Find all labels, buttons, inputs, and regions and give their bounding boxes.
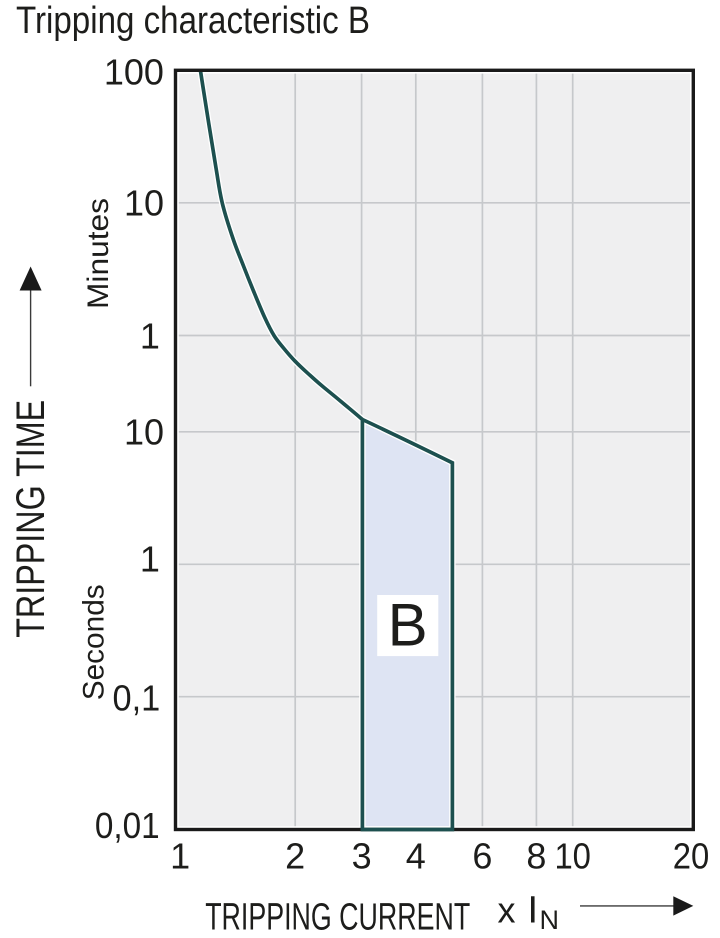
svg-text:1: 1 bbox=[140, 316, 160, 357]
svg-text:10: 10 bbox=[554, 835, 591, 876]
svg-text:100: 100 bbox=[104, 52, 164, 93]
svg-text:Seconds: Seconds bbox=[78, 584, 111, 700]
svg-text:I: I bbox=[528, 890, 539, 932]
svg-text:6: 6 bbox=[472, 835, 492, 876]
svg-text:3: 3 bbox=[352, 835, 372, 876]
svg-text:Tripping characteristic B: Tripping characteristic B bbox=[16, 0, 370, 42]
svg-text:TRIPPING TIME: TRIPPING TIME bbox=[9, 400, 53, 638]
svg-text:2: 2 bbox=[285, 835, 305, 876]
svg-text:10: 10 bbox=[124, 183, 164, 224]
svg-text:B: B bbox=[388, 592, 428, 659]
svg-text:4: 4 bbox=[406, 835, 426, 876]
svg-text:0,01: 0,01 bbox=[95, 805, 160, 846]
svg-text:Minutes: Minutes bbox=[82, 198, 115, 309]
svg-text:x: x bbox=[498, 890, 516, 931]
svg-text:0,1: 0,1 bbox=[113, 677, 161, 718]
svg-text:TRIPPING CURRENT: TRIPPING CURRENT bbox=[205, 897, 470, 938]
svg-text:8: 8 bbox=[526, 835, 546, 876]
svg-text:1: 1 bbox=[170, 835, 190, 876]
svg-text:1: 1 bbox=[140, 538, 160, 579]
svg-text:10: 10 bbox=[124, 412, 164, 453]
svg-text:20: 20 bbox=[673, 835, 710, 876]
svg-text:N: N bbox=[540, 905, 560, 935]
